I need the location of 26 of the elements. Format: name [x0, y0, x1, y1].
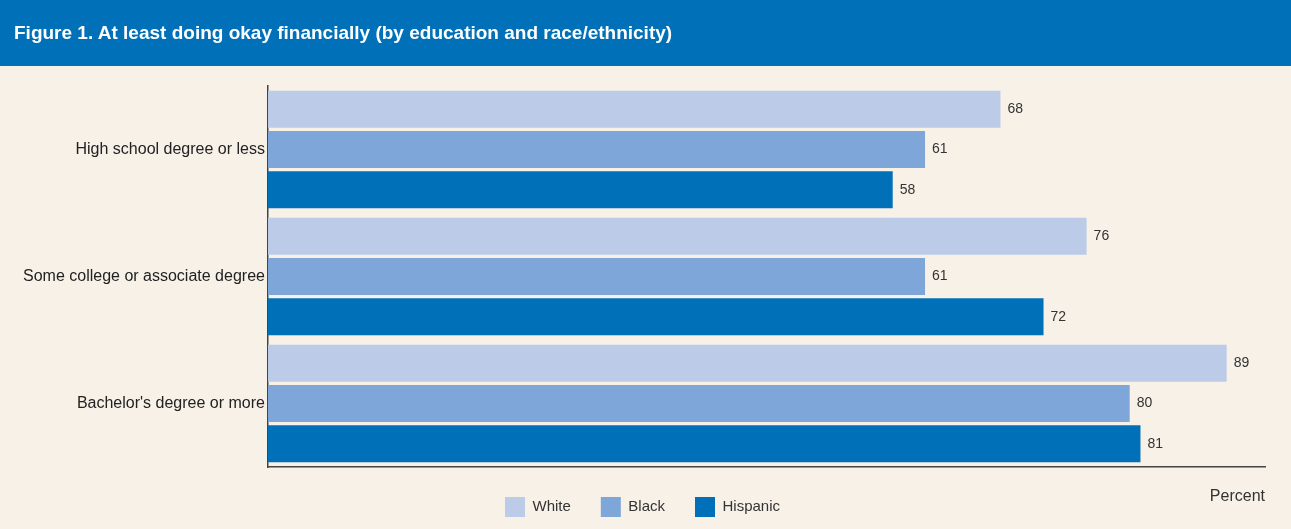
y-tick-label: Some college or associate degree — [23, 266, 266, 284]
data-label: 76 — [1093, 227, 1110, 244]
bar — [267, 385, 1130, 422]
legend-label: Hispanic — [722, 497, 781, 515]
bar — [267, 131, 926, 168]
data-label: 89 — [1233, 354, 1250, 371]
y-tick-label: High school degree or less — [75, 139, 265, 157]
bar — [267, 298, 1044, 336]
data-label: 58 — [899, 180, 916, 197]
data-label: 72 — [1050, 307, 1067, 324]
data-label: 61 — [932, 267, 948, 284]
bar — [267, 344, 1227, 382]
legend-label: Black — [628, 497, 666, 515]
x-axis-title: Percent — [1209, 487, 1266, 505]
data-label: 68 — [1007, 100, 1024, 117]
bar — [267, 425, 1141, 463]
data-label: 80 — [1136, 394, 1153, 411]
bar — [267, 90, 1001, 128]
data-label: 81 — [1147, 434, 1164, 451]
bar — [267, 258, 926, 295]
y-tick-label: Bachelor's degree or more — [76, 393, 266, 411]
data-label: 61 — [932, 140, 948, 157]
bar — [267, 171, 893, 209]
chart-title: Figure 1. At least doing okay financially (by education and race/ethnicity) — [0, 0, 1291, 66]
legend-label: White — [532, 497, 571, 515]
bar — [267, 217, 1087, 255]
